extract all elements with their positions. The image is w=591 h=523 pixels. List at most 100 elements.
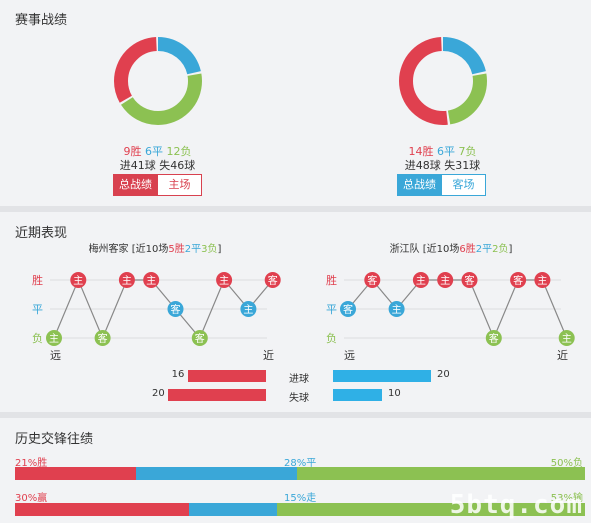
- form-left-match-point[interactable]: [240, 301, 257, 317]
- donut-left-slice-loss: [114, 37, 202, 125]
- form-right-match-point[interactable]: [437, 272, 454, 288]
- record-left-goals: 进41球 失46球: [95, 157, 220, 173]
- record-left-goals-for: 进41球: [119, 159, 156, 172]
- recent-left-header: 梅州客家 [近10场5胜2平3负]: [40, 240, 270, 255]
- recent-right-header: 浙江队 [近10场6胜2平2负]: [336, 240, 566, 255]
- form-left-match-venue: 客: [268, 274, 278, 287]
- form-right-match-point[interactable]: [534, 272, 551, 288]
- form-left-match-venue: 客: [98, 332, 108, 345]
- conceded-label: 失球: [289, 393, 309, 404]
- recent-right-summary-post: ]: [508, 244, 513, 255]
- goals-value-right: 20: [437, 369, 450, 380]
- tab-right-overall[interactable]: 总战绩: [397, 174, 442, 196]
- recent-right-team: 浙江队: [389, 244, 420, 255]
- form-right-far-label: 远: [344, 349, 355, 362]
- form-right-match-venue: 客: [367, 274, 377, 287]
- donut-left-slice-draw: [114, 37, 202, 125]
- form-right-match-point[interactable]: [388, 301, 405, 317]
- form-right-match-venue: 主: [440, 275, 450, 287]
- form-left-match-point[interactable]: [118, 272, 135, 288]
- form-left-match-point[interactable]: [264, 272, 281, 288]
- form-left-match-venue: 主: [146, 275, 156, 287]
- recent-right-w: 6胜: [459, 244, 476, 255]
- record-left-draw: 6平: [145, 145, 163, 158]
- recent-left-summary-pre: [近10场: [131, 244, 169, 255]
- form-left-match-point[interactable]: [46, 330, 62, 346]
- recent-left-w: 5胜: [168, 244, 185, 255]
- watermark: 5btq.com: [449, 490, 583, 520]
- form-left-near-label: 近: [263, 349, 274, 362]
- form-right-match-point[interactable]: [340, 301, 356, 317]
- recent-left-d: 2平: [184, 244, 202, 255]
- section-title-recent: 近期表现: [15, 226, 68, 241]
- form-right-axis-loss: 负: [326, 331, 337, 345]
- history-row2-win-seg: [15, 503, 190, 516]
- history-panel: 历史交锋往绩 21%胜 28%平 50%负 30%赢 15%走 53%输 5bt…: [0, 418, 591, 523]
- record-left-goals-against: 失46球: [159, 159, 196, 172]
- tab-left-home[interactable]: 主场: [157, 174, 202, 196]
- record-left-loss: 12负: [166, 145, 192, 158]
- history-row1-draw-label: 28%平: [284, 458, 317, 469]
- section-title-record: 赛事战绩: [15, 13, 68, 28]
- form-right-match-venue: 客: [343, 303, 353, 316]
- form-right-match-point[interactable]: [510, 272, 527, 288]
- goals-label: 进球: [289, 374, 309, 385]
- form-left-match-point[interactable]: [216, 272, 233, 288]
- donut-right-slice-loss: [399, 37, 487, 125]
- recent-right-summary-pre: [近10场: [422, 244, 460, 255]
- tab-right-away[interactable]: 客场: [441, 174, 486, 196]
- form-left-match-venue: 主: [243, 304, 253, 316]
- history-row1-bar: [15, 467, 585, 480]
- recent-left-summary-post: ]: [217, 244, 222, 255]
- form-left-match-venue: 客: [171, 303, 181, 316]
- history-row2-loss-seg: [276, 503, 585, 516]
- recent-right-d: 2平: [475, 244, 493, 255]
- form-right-near-label: 近: [557, 349, 568, 362]
- form-left-axis-draw: 平: [32, 303, 43, 316]
- form-right-axis-draw: 平: [326, 303, 337, 316]
- form-left-axis-loss: 负: [32, 331, 43, 345]
- history-row1-win-seg: [15, 467, 136, 480]
- conceded-bar-left: [168, 389, 266, 401]
- recent-panel: 近期表现 梅州客家 [近10场5胜2平3负] 浙江队 [近10场6胜2平2负] …: [0, 212, 591, 412]
- record-right-goals: 进48球 失31球: [380, 157, 505, 173]
- tab-left-overall[interactable]: 总战绩: [113, 174, 158, 196]
- form-right-match-point[interactable]: [485, 330, 502, 346]
- recent-left-team: 梅州客家: [88, 244, 129, 255]
- form-left-match-venue: 客: [195, 332, 205, 345]
- conceded-value-left: 20: [152, 388, 165, 399]
- form-left-match-venue: 主: [73, 275, 83, 287]
- form-right-match-point[interactable]: [364, 272, 381, 288]
- history-row1-win-label: 21%胜: [15, 458, 48, 469]
- form-left-match-point[interactable]: [167, 301, 184, 317]
- record-right-wdl: 14胜 6平 7负: [380, 143, 505, 159]
- donut-left-slice-win: [114, 37, 202, 125]
- form-right-match-point[interactable]: [558, 330, 575, 346]
- form-left-match-venue: 主: [49, 333, 59, 345]
- recent-right-l: 2负: [492, 244, 509, 255]
- record-left-win: 9胜: [123, 145, 142, 158]
- recent-left-l: 3负: [201, 244, 218, 255]
- form-right-match-point[interactable]: [412, 272, 429, 288]
- form-left-match-point[interactable]: [70, 272, 87, 288]
- form-right-match-point[interactable]: [461, 272, 478, 288]
- form-right-match-venue: 客: [489, 332, 499, 345]
- form-left-match-point[interactable]: [143, 272, 160, 288]
- goals-value-left: 16: [171, 369, 185, 380]
- divider: [0, 412, 591, 418]
- record-right-goals-for: 进48球: [404, 159, 441, 172]
- history-row1-loss-seg: [297, 467, 585, 480]
- form-left-match-point[interactable]: [94, 330, 111, 346]
- history-row2-win-label: 30%赢: [15, 493, 48, 504]
- divider: [0, 206, 591, 212]
- form-left-far-label: 远: [50, 349, 61, 362]
- donut-left: [114, 37, 202, 125]
- history-row1-loss-label: 50%负: [550, 458, 583, 469]
- record-left-wdl: 9胜 6平 12负: [95, 143, 220, 159]
- record-right-win: 14胜: [408, 145, 434, 158]
- form-right-match-venue: 客: [513, 274, 523, 287]
- form-right-axis-win: 胜: [326, 273, 337, 287]
- form-left-match-venue: 主: [122, 275, 132, 287]
- form-left-match-point[interactable]: [191, 330, 208, 346]
- form-right-match-venue: 主: [562, 333, 572, 345]
